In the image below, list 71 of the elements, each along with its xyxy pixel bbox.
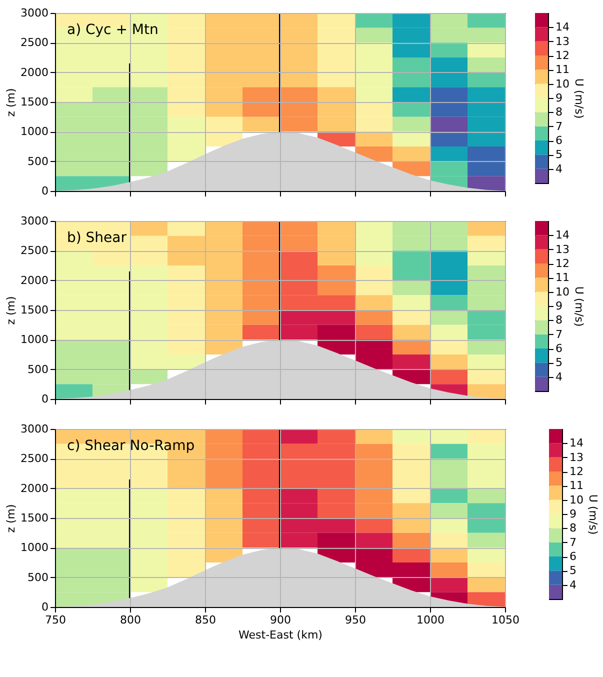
color-bar-label: 14 [570,436,584,450]
color-bar-label: 9 [556,92,562,104]
color-bar-label: 11 [570,479,584,492]
color-bar-label: 9 [556,300,562,312]
y-tick-label: 0 [42,392,48,406]
color-bar-label: 10 [556,285,570,298]
y-tick-label: 500 [28,154,48,168]
y-axis-title: z (m) [4,88,18,117]
color-bar-label: 12 [556,257,570,270]
text: c) Shear No-Ramp [67,438,195,454]
x-tick-label: 850 [195,614,216,626]
y-tick-label: 3000 [20,214,48,228]
color-bar-label: 8 [556,106,562,119]
y-tick-label: 500 [28,362,48,376]
color-bar-label: 14 [556,20,570,34]
color-bar-label: 10 [570,493,584,506]
color-bar-label: 13 [556,34,570,48]
text: a) Cyc + Mtn [67,22,158,38]
color-bar-label: 7 [556,120,562,133]
color-bar-label: 12 [556,49,570,62]
color-bar-label: 7 [570,536,576,549]
color-bar-label: 6 [556,134,562,147]
y-tick-label: 2500 [20,452,48,466]
y-tick-label: 1000 [20,541,48,554]
color-bar-label: 8 [570,522,576,535]
y-tick-label: 3000 [20,6,48,20]
color-bar-label: 8 [556,314,562,327]
y-tick-label: 2000 [20,274,48,287]
color-bar-label: 4 [556,370,562,384]
color-bar-label: 6 [556,342,562,355]
y-tick-label: 2000 [20,482,48,495]
x-tick-label: 1000 [416,614,444,626]
y-tick-label: 1500 [20,96,48,108]
color-bar-label: 11 [556,63,570,76]
y-tick-label: 0 [42,184,48,198]
y-tick-label: 2000 [20,66,48,79]
color-bar-title: U (m/s) [572,78,586,119]
color-bar-label: 5 [556,356,562,370]
color-bar-label: 5 [556,148,562,162]
color-bar-label: 13 [556,242,570,256]
y-tick-label: 1000 [20,333,48,346]
y-tick-label: 500 [28,570,48,584]
color-bar-label: 4 [556,162,562,176]
text: b) Shear [67,230,127,246]
x-tick-label: 900 [270,614,291,626]
color-bar-label: 11 [556,271,570,284]
color-bar-label: 14 [556,228,570,242]
y-tick-label: 1000 [20,125,48,138]
color-bar-label: 6 [570,550,576,563]
color-bar-title: U (m/s) [586,494,600,535]
y-tick-label: 1500 [20,304,48,316]
y-tick-label: 0 [42,600,48,614]
x-axis-title: West-East (km) [238,628,322,642]
color-bar-label: 12 [570,465,584,478]
color-bar-label: 4 [570,578,576,592]
x-tick-label: 750 [45,614,66,626]
color-bar-label: 13 [570,450,584,464]
y-tick-label: 1500 [20,512,48,524]
y-axis-title: z (m) [4,296,18,325]
x-tick-label: 1050 [492,614,520,626]
y-tick-label: 3000 [20,422,48,436]
color-bar-label: 9 [570,508,576,520]
color-bar-label: 7 [556,328,562,341]
color-bar-label: 10 [556,77,570,90]
color-bar-title: U (m/s) [572,286,586,327]
x-tick-label: 800 [120,614,141,626]
x-tick-label: 950 [345,614,366,626]
y-tick-label: 2500 [20,36,48,50]
color-bar-label: 5 [570,564,576,578]
y-tick-label: 2500 [20,244,48,258]
y-axis-title: z (m) [4,504,18,533]
